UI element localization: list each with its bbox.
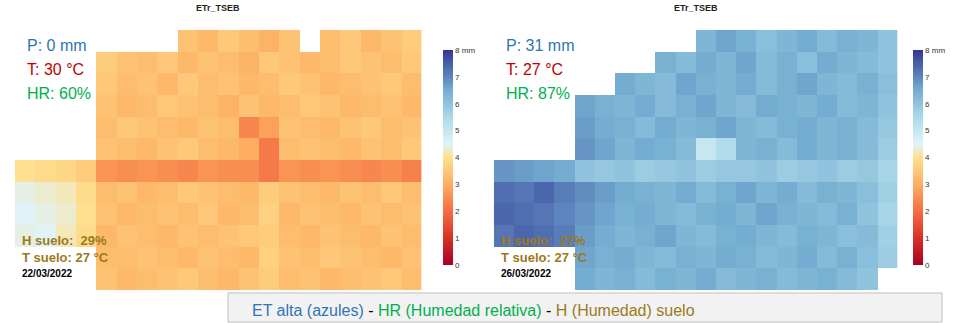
- svg-text:1: 1: [455, 234, 460, 243]
- svg-text:3: 3: [455, 180, 460, 189]
- svg-text:26/03/2022: 26/03/2022: [501, 268, 551, 279]
- svg-text:H suelo: 29%: H suelo: 29%: [22, 233, 107, 248]
- svg-text:6: 6: [925, 100, 930, 109]
- svg-text:8 mm: 8 mm: [925, 46, 945, 55]
- svg-text:6: 6: [455, 100, 460, 109]
- svg-text:P: 31 mm: P: 31 mm: [506, 37, 574, 54]
- svg-text:2: 2: [925, 207, 930, 216]
- svg-text:H suelo: 27%: H suelo: 27%: [501, 233, 586, 248]
- svg-text:T: 27 °C: T: 27 °C: [506, 61, 563, 78]
- svg-text:HR: 60%: HR: 60%: [27, 85, 91, 102]
- svg-text:2: 2: [455, 207, 460, 216]
- svg-text:7: 7: [925, 73, 930, 82]
- svg-text:0: 0: [925, 261, 930, 270]
- svg-text:ETr_TSEB: ETr_TSEB: [674, 3, 718, 13]
- svg-text:8 mm: 8 mm: [455, 46, 475, 55]
- svg-text:ET alta (azules) - HR (Humedad: ET alta (azules) - HR (Humedad relativa)…: [252, 302, 695, 319]
- svg-text:3: 3: [925, 180, 930, 189]
- svg-text:4: 4: [925, 153, 930, 162]
- svg-text:P: 0 mm: P: 0 mm: [27, 37, 87, 54]
- svg-text:HR: 87%: HR: 87%: [506, 85, 570, 102]
- svg-text:0: 0: [455, 261, 460, 270]
- svg-text:T suelo: 27 °C: T suelo: 27 °C: [501, 250, 588, 265]
- svg-text:4: 4: [455, 153, 460, 162]
- svg-text:T suelo: 27 °C: T suelo: 27 °C: [22, 250, 109, 265]
- svg-text:5: 5: [925, 126, 930, 135]
- svg-text:ETr_TSEB: ETr_TSEB: [196, 3, 240, 13]
- svg-text:22/03/2022: 22/03/2022: [22, 268, 72, 279]
- svg-text:5: 5: [455, 126, 460, 135]
- svg-text:1: 1: [925, 234, 930, 243]
- svg-text:T: 30 °C: T: 30 °C: [27, 61, 84, 78]
- svg-text:7: 7: [455, 73, 460, 82]
